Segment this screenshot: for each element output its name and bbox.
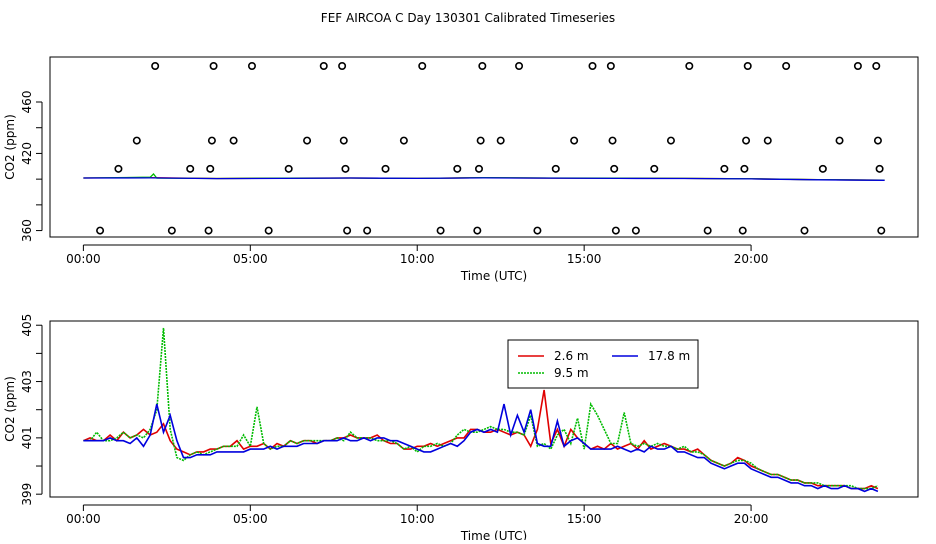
calibration-point-9 xyxy=(209,61,218,70)
calibration-point-19 xyxy=(343,226,352,235)
calibration-point-43 xyxy=(685,61,694,70)
calibration-point-14 xyxy=(303,136,312,145)
calibration-point-17 xyxy=(339,136,348,145)
calibration-point-0 xyxy=(96,226,105,235)
calibration-point-8 xyxy=(207,136,216,145)
series-line-26m xyxy=(83,389,879,490)
x-tick-label-1-0: 00:00 xyxy=(66,252,101,266)
calibration-point-58 xyxy=(875,164,884,173)
calibration-point-52 xyxy=(800,226,809,235)
calibration-point-54 xyxy=(835,136,844,145)
calibration-point-15 xyxy=(319,61,328,70)
calibration-point-39 xyxy=(611,226,620,235)
calibration-point-49 xyxy=(743,61,752,70)
calibration-point-45 xyxy=(720,164,729,173)
calibration-point-2 xyxy=(132,136,141,145)
calibration-point-27 xyxy=(474,164,483,173)
x-tick-label-1-3: 15:00 xyxy=(567,252,602,266)
calibration-point-13 xyxy=(284,164,293,173)
y-tick-label-2-0: 399 xyxy=(20,483,34,506)
plot-frame-1 xyxy=(49,56,919,238)
calibration-point-26 xyxy=(473,226,482,235)
calibration-point-57 xyxy=(873,136,882,145)
calibration-point-30 xyxy=(496,136,505,145)
calibration-point-50 xyxy=(763,136,772,145)
calibration-point-24 xyxy=(436,226,445,235)
calibration-point-44 xyxy=(703,226,712,235)
x-axis-label-2: Time (UTC) xyxy=(460,529,527,540)
calibration-point-11 xyxy=(247,61,256,70)
calibration-point-47 xyxy=(740,164,749,173)
calibration-point-46 xyxy=(738,226,747,235)
y-tick-label-2-4: 403 xyxy=(20,370,34,393)
calibration-point-42 xyxy=(666,136,675,145)
calibration-point-40 xyxy=(631,226,640,235)
calibration-point-48 xyxy=(742,136,751,145)
series-line-95m xyxy=(83,327,879,490)
calibration-point-6 xyxy=(204,226,213,235)
calibration-point-18 xyxy=(341,164,350,173)
y-axis-label-2: CO2 (ppm) xyxy=(3,376,17,442)
y-tick-label-2-6: 405 xyxy=(20,314,34,337)
plot-frame-2 xyxy=(49,320,919,498)
calibration-point-56 xyxy=(872,61,881,70)
calibration-point-23 xyxy=(418,61,427,70)
calibration-point-29 xyxy=(478,61,487,70)
x-axis-label-1: Time (UTC) xyxy=(460,269,527,283)
calibration-point-5 xyxy=(186,164,195,173)
legend-label-26m: 2.6 m xyxy=(554,349,589,363)
calibration-point-22 xyxy=(399,136,408,145)
calibration-point-4 xyxy=(167,226,176,235)
calibration-point-28 xyxy=(476,136,485,145)
x-tick-label-2-3: 15:00 xyxy=(567,512,602,526)
series-line-178m xyxy=(83,403,879,493)
calibration-point-25 xyxy=(453,164,462,173)
x-tick-label-2-4: 20:00 xyxy=(734,512,769,526)
calibration-point-51 xyxy=(782,61,791,70)
calibration-point-35 xyxy=(588,61,597,70)
calibration-point-34 xyxy=(570,136,579,145)
calibration-point-41 xyxy=(650,164,659,173)
calibration-point-7 xyxy=(206,164,215,173)
calibration-point-3 xyxy=(151,61,160,70)
calibration-point-32 xyxy=(533,226,542,235)
x-tick-label-1-1: 05:00 xyxy=(233,252,268,266)
y-tick-label-1-3: 420 xyxy=(20,142,34,165)
y-axis-label-1: CO2 (ppm) xyxy=(3,114,17,180)
chart-title: FEF AIRCOA C Day 130301 Calibrated Times… xyxy=(321,11,615,25)
x-tick-label-2-0: 00:00 xyxy=(66,512,101,526)
x-tick-label-2-1: 05:00 xyxy=(233,512,268,526)
calibration-point-1 xyxy=(114,164,123,173)
y-tick-label-2-2: 401 xyxy=(20,426,34,449)
y-tick-label-1-0: 360 xyxy=(20,219,34,242)
calibration-point-38 xyxy=(610,164,619,173)
calibration-point-36 xyxy=(606,61,615,70)
x-tick-label-1-2: 10:00 xyxy=(400,252,435,266)
calibration-point-53 xyxy=(818,164,827,173)
calibration-point-10 xyxy=(229,136,238,145)
calibration-point-59 xyxy=(877,226,886,235)
calibration-point-31 xyxy=(515,61,524,70)
top-series-line-178m xyxy=(83,177,885,181)
x-tick-label-2-2: 10:00 xyxy=(400,512,435,526)
legend-label-95m: 9.5 m xyxy=(554,366,589,380)
legend-box xyxy=(507,339,699,389)
calibration-point-12 xyxy=(264,226,273,235)
calibration-point-37 xyxy=(608,136,617,145)
calibration-point-55 xyxy=(853,61,862,70)
calibration-point-21 xyxy=(381,164,390,173)
y-tick-label-1-5: 460 xyxy=(20,91,34,114)
calibration-point-16 xyxy=(338,61,347,70)
calibration-point-33 xyxy=(551,164,560,173)
x-tick-label-1-4: 20:00 xyxy=(734,252,769,266)
legend-label-178m: 17.8 m xyxy=(648,349,690,363)
calibration-point-20 xyxy=(363,226,372,235)
